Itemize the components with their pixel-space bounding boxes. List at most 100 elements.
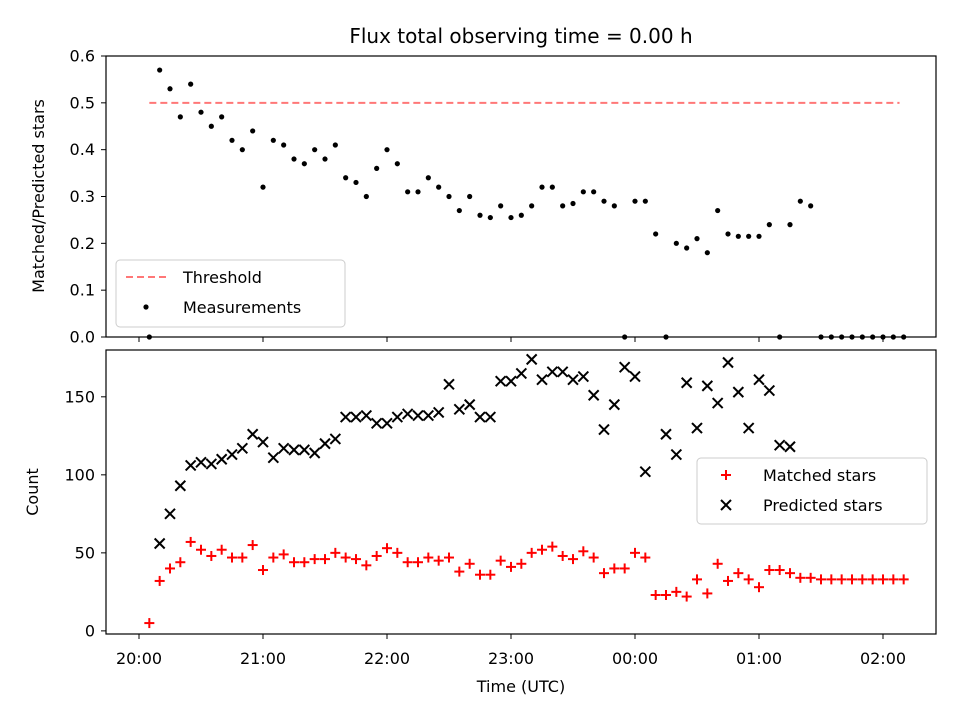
predicted-star-point [288,444,300,456]
matched-star-point [268,552,279,563]
matched-star-point [495,555,506,566]
matched-star-point [165,563,175,574]
matched-star-point [630,547,640,558]
measurement-point [591,189,597,195]
measurement-point [312,147,318,153]
measurement-point [270,137,276,143]
x-tick-label: 21:00 [240,649,286,668]
matched-star-point [847,574,857,585]
matched-star-point [537,544,547,555]
predicted-star-point [536,373,548,386]
threshold-legend-label: Threshold [182,268,262,287]
matched-star-point [216,544,227,555]
measurement-point [580,189,586,195]
measurement-point [539,184,545,190]
predicted-star-point [391,411,404,423]
matched-star-point [361,560,372,571]
matched-star-point [878,574,888,585]
predicted-star-point [360,409,373,422]
predicted-star-point [339,411,352,423]
measurement-point [756,233,762,239]
x-tick-label: 02:00 [860,649,906,668]
matched-star-point [196,544,206,555]
measurement-point [281,142,287,148]
measurement-point [239,147,245,153]
measurement-point [746,233,752,239]
matched-legend-swatch [721,470,731,480]
matched-star-point [340,552,351,563]
matched-star-point [206,550,217,561]
matched-star-point [227,552,237,563]
measurement-point [684,245,690,251]
measurement-point [508,214,514,221]
predicted-star-point [773,439,786,451]
predicted-star-point [164,508,176,520]
measurement-point [157,67,163,73]
matched-star-point [888,574,899,585]
predicted-legend-swatch [720,499,732,511]
matched-star-point [382,543,392,554]
matched-star-point [764,565,775,576]
matched-star-point [712,558,723,569]
measurement-point [198,109,204,115]
matched-star-point [785,568,795,579]
measurement-point [808,203,814,209]
matched-star-point [671,586,682,597]
predicted-star-point [722,356,734,369]
predicted-star-point [784,441,796,453]
predicted-star-point [639,466,652,478]
matched-star-point [547,541,558,552]
x-tick-label: 20:00 [116,649,162,668]
matched-star-point [816,574,826,585]
predicted-star-point [432,406,445,419]
matched-star-point [247,540,258,551]
predicted-star-point [753,373,765,386]
predicted-star-point [443,378,455,391]
bottom-y-tick-label: 50 [75,543,95,562]
measurement-point [642,198,648,204]
measurement-point [673,240,679,246]
matched-legend-label: Matched stars [763,466,876,485]
top-y-axis-label: Matched/Predicted stars [29,99,48,293]
predicted-star-point [732,386,745,398]
predicted-star-point [691,422,703,434]
x-tick-label: 00:00 [612,649,658,668]
measurement-point [797,198,803,204]
measurement-point [353,179,359,186]
measurement-point [787,222,793,228]
measurement-point [735,233,741,239]
predicted-star-point [505,375,517,387]
matched-star-point [392,547,403,558]
predicted-star-point [629,370,641,383]
matched-star-point [568,554,578,565]
top-y-tick-label: 0.1 [70,281,95,300]
predicted-star-point [277,442,290,455]
measurement-point [291,156,297,162]
measurement-point [363,193,369,200]
top-panel: Flux total observing time = 0.00 h Match… [29,24,937,347]
x-tick-label: 23:00 [488,649,534,668]
matched-star-point [154,575,165,586]
predicted-star-point [205,458,218,470]
x-tick-label: 01:00 [736,649,782,668]
matched-star-point [475,569,485,580]
matched-star-point [433,555,444,566]
top-y-ticks: 0.0 0.1 0.2 0.3 0.4 0.5 0.6 [70,47,106,347]
bottom-legend: Matched stars Predicted stars [696,457,928,525]
matched-star-point [516,558,527,569]
bottom-panel: Count Time (UTC) 0 50 100 150 20:00 21:00 22:… [23,349,937,696]
measurement-point [456,207,462,214]
x-axis-label: Time (UTC) [476,677,565,696]
measurement-point [611,203,617,209]
measurement-point [725,231,731,237]
measurement-point [477,212,483,218]
top-y-tick-label: 0.3 [70,187,95,206]
matched-star-point [723,575,733,586]
measurement-point [343,175,349,181]
matched-star-point [609,563,620,574]
matched-star-point [185,536,196,547]
matched-star-point [464,558,475,569]
predicted-star-point [453,403,466,416]
matched-star-point [702,588,713,599]
measurement-point [425,175,431,181]
